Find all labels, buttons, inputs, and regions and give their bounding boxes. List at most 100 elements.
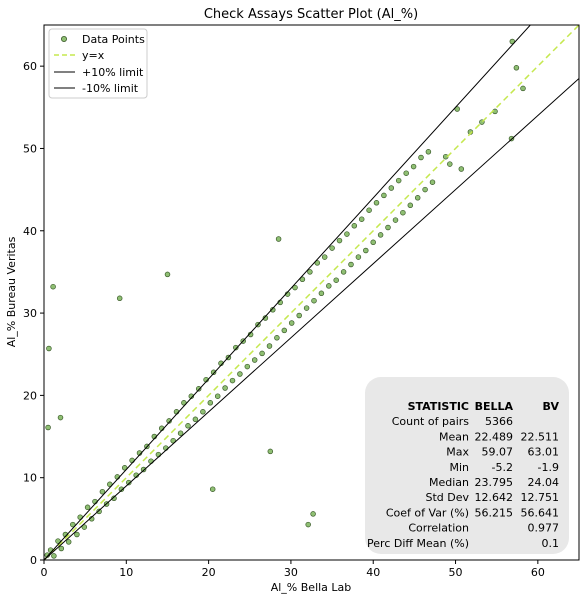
data-point [296, 312, 302, 319]
data-point [303, 305, 310, 311]
data-point [363, 247, 369, 254]
data-point [50, 283, 56, 290]
legend-box [48, 28, 148, 99]
x-axis: 0 10 20 30 40 50 60 [41, 560, 545, 579]
data-point [237, 371, 243, 377]
data-point [310, 511, 316, 517]
y-axis-title: Al_% Bureau Veritas [5, 236, 18, 347]
stats-cell: 0.1 [542, 537, 560, 550]
data-point [395, 177, 402, 184]
data-point [377, 232, 384, 238]
data-point [274, 335, 280, 341]
x-tick-label: 10 [119, 566, 133, 579]
stats-cell: 22.489 [475, 430, 514, 443]
data-point [340, 269, 347, 275]
data-point [351, 223, 358, 229]
data-point [307, 269, 313, 275]
plot-frame [43, 24, 580, 561]
stats-cell: 56.641 [521, 506, 560, 519]
data-point [418, 154, 424, 161]
data-point [385, 224, 391, 231]
data-point [266, 343, 273, 349]
data-point [209, 486, 216, 492]
stats-header-cell: BELLA [475, 400, 514, 413]
data-point [403, 170, 409, 176]
stats-cell: Median [429, 476, 469, 489]
data-point [321, 254, 328, 260]
data-point [177, 430, 184, 436]
data-point [81, 524, 88, 530]
stats-cell: 12.642 [475, 491, 514, 504]
data-point [381, 192, 387, 199]
stats-header-cell: BV [543, 400, 560, 413]
y-tick-label: 60 [23, 60, 37, 73]
stats-cell: Std Dev [425, 491, 469, 504]
x-tick-label: 0 [41, 566, 48, 579]
stats-cell: 22.511 [521, 430, 560, 443]
stats-cell: 5366 [485, 415, 513, 428]
y-tick-label: 20 [23, 389, 37, 402]
data-point [229, 377, 236, 384]
legend: Data Points y=x +10% limit -10% limit [48, 28, 148, 99]
data-point [262, 315, 269, 321]
data-point [305, 521, 311, 528]
stats-cell: Perc Diff Mean (%) [367, 537, 469, 550]
data-point [336, 237, 343, 244]
data-point [126, 479, 132, 486]
data-point [222, 385, 228, 391]
data-point [259, 350, 265, 357]
data-point [195, 386, 202, 392]
x-tick-label: 40 [366, 566, 380, 579]
data-point [46, 345, 52, 352]
data-point [281, 327, 288, 334]
data-point [155, 451, 162, 458]
data-point [185, 423, 191, 429]
data-point [318, 290, 325, 297]
data-point [326, 283, 332, 289]
data-point [288, 320, 295, 326]
legend-marker-points [61, 36, 68, 43]
stats-cell: Max [446, 446, 469, 459]
data-point [358, 216, 365, 222]
data-point [392, 217, 399, 223]
data-point [400, 209, 406, 216]
stats-cell: 63.01 [528, 446, 560, 459]
data-point [99, 488, 106, 495]
data-point [275, 236, 282, 242]
data-point [192, 416, 199, 423]
legend-label-points: Data Points [82, 33, 145, 46]
data-point [329, 245, 335, 251]
data-point [214, 393, 221, 399]
data-point [45, 424, 51, 431]
data-point [116, 295, 123, 302]
data-point [410, 163, 417, 170]
stats-cell: 24.04 [528, 476, 560, 489]
data-point [166, 418, 172, 424]
data-point [414, 195, 421, 201]
data-point [270, 307, 276, 313]
legend-label-lower: -10% limit [82, 82, 139, 95]
y-tick-label: 40 [23, 225, 37, 238]
y-axis: 0 10 20 30 40 50 60 [23, 60, 44, 567]
identity-line [44, 25, 579, 560]
data-point [425, 149, 432, 155]
data-point [458, 166, 465, 172]
data-point [210, 369, 217, 376]
lines-layer [44, 25, 579, 560]
data-point [244, 363, 251, 370]
stats-cell: 23.795 [475, 476, 514, 489]
lower-limit-line [44, 78, 579, 560]
stats-cell: Min [449, 461, 469, 474]
data-point [74, 531, 80, 538]
stats-cell: 0.977 [528, 522, 560, 535]
x-tick-label: 30 [284, 566, 298, 579]
data-point [292, 284, 298, 291]
data-point [267, 448, 274, 455]
stats-cell: Correlation [408, 522, 469, 535]
data-point [70, 521, 76, 528]
data-point [366, 207, 372, 213]
y-tick-label: 50 [23, 142, 37, 155]
stats-cell: Coef of Var (%) [386, 506, 469, 519]
data-point [148, 458, 154, 464]
